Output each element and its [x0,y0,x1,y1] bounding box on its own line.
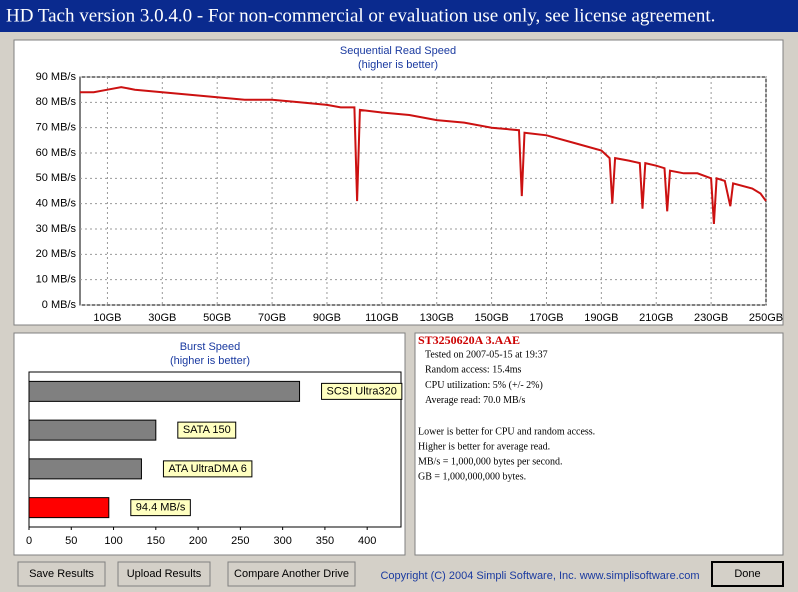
x-tick-label: 50GB [203,312,231,324]
info-detail: Tested on 2007-05-15 at 19:37 [425,349,548,360]
x-tick-label: 150GB [474,312,508,324]
x-tick-label: 210GB [639,312,673,324]
button[interactable] [17,561,106,587]
window-title: HD Tach version 3.0.4.0 - For non-commer… [6,5,715,26]
button-label[interactable]: Save Results [29,568,94,580]
info-detail: CPU utilization: 5% (+/- 2%) [425,380,543,391]
button-label[interactable]: Upload Results [127,568,202,580]
y-tick-label: 10 MB/s [36,274,77,286]
x-tick-label: 150 [147,535,165,547]
button[interactable] [117,561,211,587]
x-tick-label: 100 [104,535,122,547]
x-tick-label: 250 [231,535,249,547]
read-plot-frame [79,76,767,306]
y-tick-label: 80 MB/s [36,96,77,108]
button[interactable] [227,561,356,587]
read-line [80,86,767,224]
y-tick-label: 40 MB/s [36,198,77,210]
bar [28,380,301,402]
x-tick-label: 90GB [313,312,341,324]
bar-label-box [130,499,191,517]
bar-label-box [177,421,237,439]
read-title: Sequential Read Speed [340,45,456,57]
bar-label-box [162,460,253,478]
bar [28,419,157,441]
y-tick-label: 20 MB/s [36,248,77,260]
y-tick-label: 30 MB/s [36,223,77,235]
y-tick-label: 70 MB/s [36,122,77,134]
copyright: Copyright (C) 2004 Simpli Software, Inc.… [380,570,699,582]
read-subtitle: (higher is better) [358,59,438,71]
bar-label: 94.4 MB/s [136,502,186,514]
y-tick-label: 60 MB/s [36,147,77,159]
x-tick-label: 350 [316,535,334,547]
info-note: Higher is better for average read. [418,441,550,452]
bar-label-box [321,382,403,400]
button-label[interactable]: Done [734,568,760,580]
x-tick-label: 110GB [365,312,398,324]
burst-title: Burst Speed [180,341,241,353]
x-tick-label: 130GB [420,312,454,324]
bar-label: SATA 150 [183,424,231,436]
bar [28,497,110,519]
y-tick-label: 0 MB/s [42,299,77,311]
x-tick-label: 230GB [694,312,728,324]
x-tick-label: 400 [358,535,376,547]
x-tick-label: 250GB [749,312,783,324]
button[interactable] [711,561,784,587]
info-note: MB/s = 1,000,000 bytes per second. [418,456,563,467]
info-detail: Average read: 70.0 MB/s [425,395,525,406]
info-note: Lower is better for CPU and random acces… [418,426,595,437]
x-tick-label: 170GB [529,312,563,324]
x-tick-label: 300 [273,535,291,547]
y-tick-label: 90 MB/s [36,71,77,83]
bar-label: SCSI Ultra320 [327,385,397,397]
bar [28,458,142,480]
x-tick-label: 0 [26,535,32,547]
read-panel [13,39,784,326]
info-note: GB = 1,000,000,000 bytes. [418,471,526,482]
title-bar [0,0,798,32]
button-label[interactable]: Compare Another Drive [234,568,349,580]
drive-name: ST3250620A 3.AAE [418,333,520,347]
x-tick-label: 70GB [258,312,286,324]
x-tick-label: 30GB [148,312,176,324]
info-detail: Random access: 15.4ms [425,365,521,376]
burst-plot-frame [28,371,402,528]
bar-label: ATA UltraDMA 6 [168,463,246,475]
x-tick-label: 50 [65,535,77,547]
burst-subtitle: (higher is better) [170,355,250,367]
x-tick-label: 200 [189,535,207,547]
x-tick-label: 190GB [584,312,618,324]
info-panel [414,332,784,556]
x-tick-label: 10GB [93,312,121,324]
y-tick-label: 50 MB/s [36,172,77,184]
